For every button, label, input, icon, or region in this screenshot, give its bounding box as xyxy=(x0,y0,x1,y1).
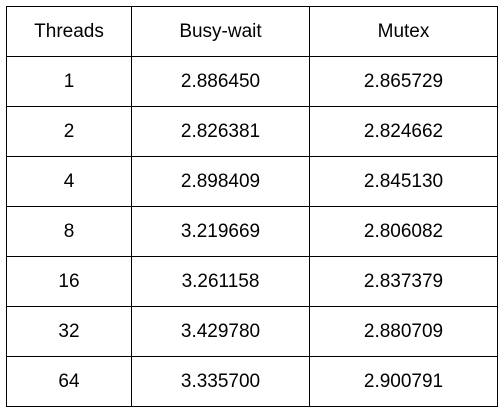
busy-wait-cell: 3.429780 xyxy=(131,306,310,357)
table-row: 2 2.826381 2.824662 xyxy=(6,106,498,157)
table-row: 32 3.429780 2.880709 xyxy=(6,306,498,357)
header-busy-wait: Busy-wait xyxy=(131,6,310,57)
busy-wait-cell: 3.261158 xyxy=(131,256,310,307)
mutex-cell: 2.824662 xyxy=(309,106,498,157)
threads-cell: 1 xyxy=(6,56,132,107)
table-row: 64 3.335700 2.900791 xyxy=(6,356,498,407)
header-threads: Threads xyxy=(6,6,132,57)
threads-cell: 32 xyxy=(6,306,132,357)
mutex-cell: 2.837379 xyxy=(309,256,498,307)
threads-cell: 4 xyxy=(6,156,132,207)
threads-cell: 64 xyxy=(6,356,132,407)
mutex-cell: 2.880709 xyxy=(309,306,498,357)
table-row: 1 2.886450 2.865729 xyxy=(6,56,498,107)
threads-cell: 16 xyxy=(6,256,132,307)
mutex-cell: 2.806082 xyxy=(309,206,498,257)
table-row: 8 3.219669 2.806082 xyxy=(6,206,498,257)
mutex-cell: 2.845130 xyxy=(309,156,498,207)
header-mutex: Mutex xyxy=(309,6,498,57)
threads-cell: 8 xyxy=(6,206,132,257)
table-row: 4 2.898409 2.845130 xyxy=(6,156,498,207)
table-row: 16 3.261158 2.837379 xyxy=(6,256,498,307)
busy-wait-cell: 3.335700 xyxy=(131,356,310,407)
busy-wait-cell: 2.826381 xyxy=(131,106,310,157)
results-table: Threads Busy-wait Mutex 1 2.886450 2.865… xyxy=(6,6,498,407)
busy-wait-cell: 2.886450 xyxy=(131,56,310,107)
threads-cell: 2 xyxy=(6,106,132,157)
busy-wait-cell: 3.219669 xyxy=(131,206,310,257)
mutex-cell: 2.900791 xyxy=(309,356,498,407)
mutex-cell: 2.865729 xyxy=(309,56,498,107)
header-row: Threads Busy-wait Mutex xyxy=(6,6,498,57)
busy-wait-cell: 2.898409 xyxy=(131,156,310,207)
